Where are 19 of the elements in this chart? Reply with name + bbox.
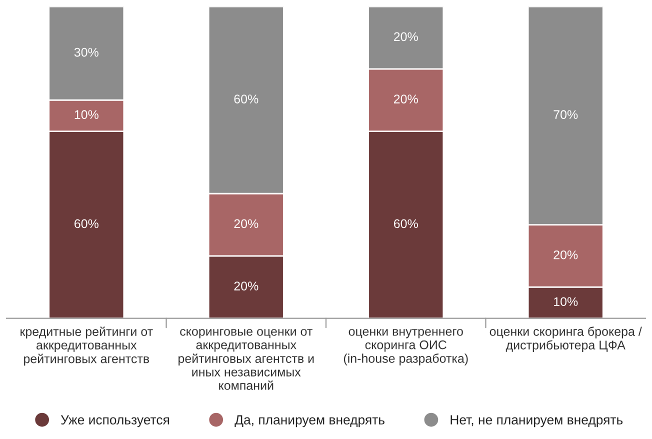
data-label: 20% — [554, 250, 578, 260]
x-tick-label: оценки внутреннего скоринга ОИС (in-house разработка) — [344, 328, 468, 366]
data-label: 70% — [554, 110, 578, 120]
data-label: 20% — [394, 94, 418, 104]
data-label: 60% — [74, 219, 98, 228]
legend-label: Нет, не планируем внедрять — [450, 415, 623, 428]
data-label: 10% — [74, 110, 98, 120]
x-tick-label: оценки скоринга брокера / дистрибьютера ЦФА — [490, 326, 642, 352]
data-label: 60% — [394, 219, 418, 228]
x-tick-label: скоринговые оценки от аккредитованных рейтинговых агентств и иных независимых компаний — [178, 328, 314, 390]
legend-label: Уже используется — [60, 415, 170, 428]
data-label: 30% — [74, 48, 98, 57]
data-label: 10% — [554, 297, 578, 306]
data-label: 20% — [234, 282, 258, 290]
data-label: 20% — [234, 219, 258, 228]
legend-label: Да, планируем внедрять — [234, 415, 384, 428]
data-label: 20% — [394, 32, 418, 42]
data-label: 60% — [234, 94, 258, 104]
x-tick-label: кредитные рейтинги от аккредитованных рейтинговых агентств — [20, 326, 153, 366]
